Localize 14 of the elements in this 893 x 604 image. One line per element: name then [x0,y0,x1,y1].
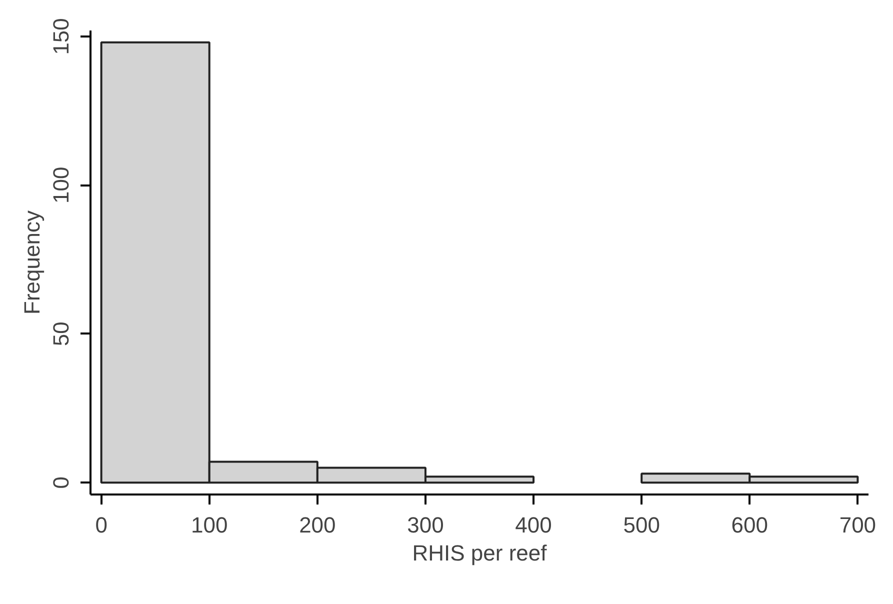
y-tick-label: 0 [48,476,74,489]
x-tick-label: 300 [407,512,444,538]
y-tick-label: 100 [48,166,74,204]
y-tick-label: 150 [48,18,74,55]
x-tick-label: 100 [191,512,228,538]
x-tick-label: 700 [839,512,876,538]
x-tick-label: 500 [623,512,660,538]
x-tick-label: 400 [515,512,552,538]
y-tick-label: 50 [48,322,74,346]
x-tick-label: 0 [95,512,108,538]
x-tick-label: 600 [731,512,768,538]
y-axis-title: Frequency [20,210,44,314]
x-tick-label: 200 [299,512,336,538]
x-axis-title: RHIS per reef [412,540,548,566]
